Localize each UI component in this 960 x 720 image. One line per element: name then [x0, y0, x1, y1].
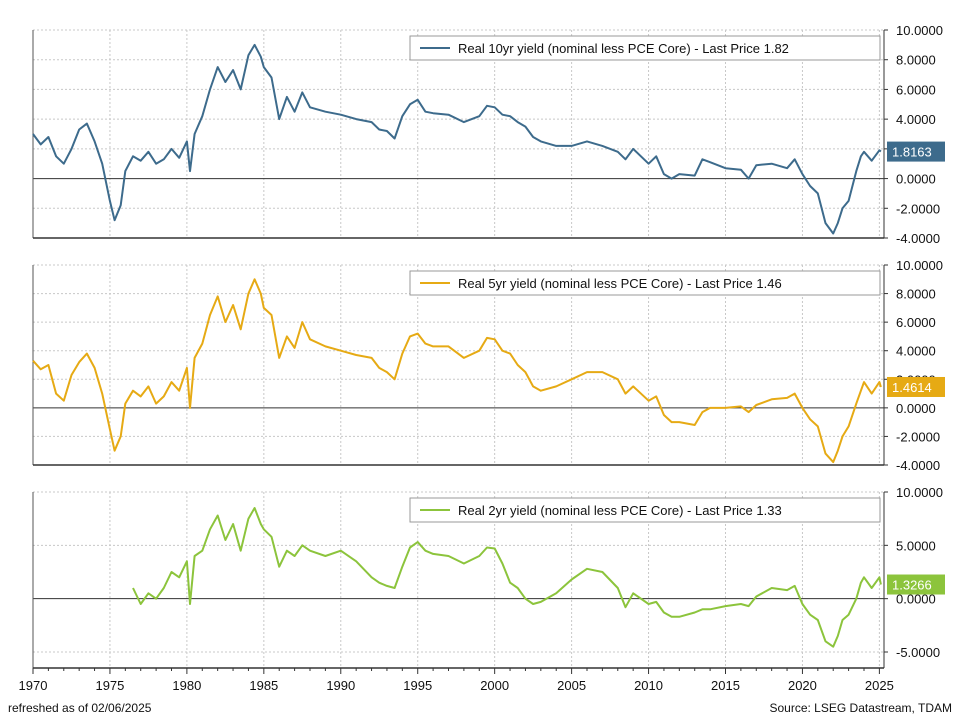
y-tick-label: 8.0000	[896, 287, 936, 302]
series-line	[32, 43, 882, 235]
y-tick-label: -5.0000	[896, 645, 940, 660]
last-price-badge	[887, 141, 945, 162]
last-price-badge	[887, 376, 945, 397]
y-tick-label: 6.0000	[896, 315, 936, 330]
last-price-label: 1.3266	[892, 578, 932, 593]
y-tick-label: 0.0000	[896, 401, 936, 416]
legend: Real 10yr yield (nominal less PCE Core) …	[409, 35, 881, 61]
legend-box	[409, 35, 881, 61]
y-tick-label: 8.0000	[896, 53, 936, 68]
legend-label: Real 2yr yield (nominal less PCE Core) -…	[458, 503, 782, 518]
x-tick-label: 2010	[634, 678, 663, 693]
x-tick-label: 2025	[865, 678, 894, 693]
series-line	[32, 278, 882, 464]
x-tick-label: 2015	[711, 678, 740, 693]
y-tick-label: 0.0000	[896, 592, 936, 607]
series-line	[132, 507, 882, 648]
refresh-date: refreshed as of 02/06/2025	[8, 701, 152, 715]
y-tick-label: -4.0000	[896, 458, 940, 473]
y-tick-label: -2.0000	[896, 429, 940, 444]
last-price-label: 1.4614	[892, 380, 932, 395]
x-tick-label: 1980	[172, 678, 201, 693]
legend: Real 2yr yield (nominal less PCE Core) -…	[409, 497, 881, 523]
y-tick-label: -4.0000	[896, 231, 940, 246]
y-tick-label: 4.0000	[896, 112, 936, 127]
y-tick-label: 10.0000	[896, 485, 943, 500]
legend: Real 5yr yield (nominal less PCE Core) -…	[409, 270, 881, 296]
x-tick-label: 1990	[326, 678, 355, 693]
chart-panel-3: 10.0000 5.0000 0.0000 -5.0000 1.3266 Real 2yr…	[32, 485, 945, 669]
legend-box	[409, 270, 881, 296]
y-tick-label: -2.0000	[896, 201, 940, 216]
y-tick-label: 4.0000	[896, 344, 936, 359]
x-tick-label: 2020	[788, 678, 817, 693]
last-price-badge	[887, 574, 945, 595]
y-tick-label: 6.0000	[896, 82, 936, 97]
last-price-label: 1.8163	[892, 145, 932, 160]
legend-label: Real 5yr yield (nominal less PCE Core) -…	[458, 276, 782, 291]
y-tick-label: 5.0000	[896, 538, 936, 553]
source-note: Source: LSEG Datastream, TDAM	[769, 701, 952, 715]
chart-panel-1: 10.00008.00006.00004.00002.00000.0000-2.…	[32, 23, 945, 246]
x-tick-label: 1970	[19, 678, 48, 693]
legend-label: Real 10yr yield (nominal less PCE Core) …	[458, 41, 789, 56]
y-tick-label: 10.0000	[896, 258, 943, 273]
y-tick-label: 10.0000	[896, 23, 943, 38]
legend-box	[409, 497, 881, 523]
x-tick-label: 2000	[480, 678, 509, 693]
x-tick-label: 1985	[249, 678, 278, 693]
x-tick-label: 2005	[557, 678, 586, 693]
x-tick-label: 1995	[403, 678, 432, 693]
x-tick-label: 1975	[95, 678, 124, 693]
chart-panel-2: 10.00008.00006.00004.00002.00000.0000-2.…	[32, 258, 945, 473]
y-tick-label: 0.0000	[896, 172, 936, 187]
